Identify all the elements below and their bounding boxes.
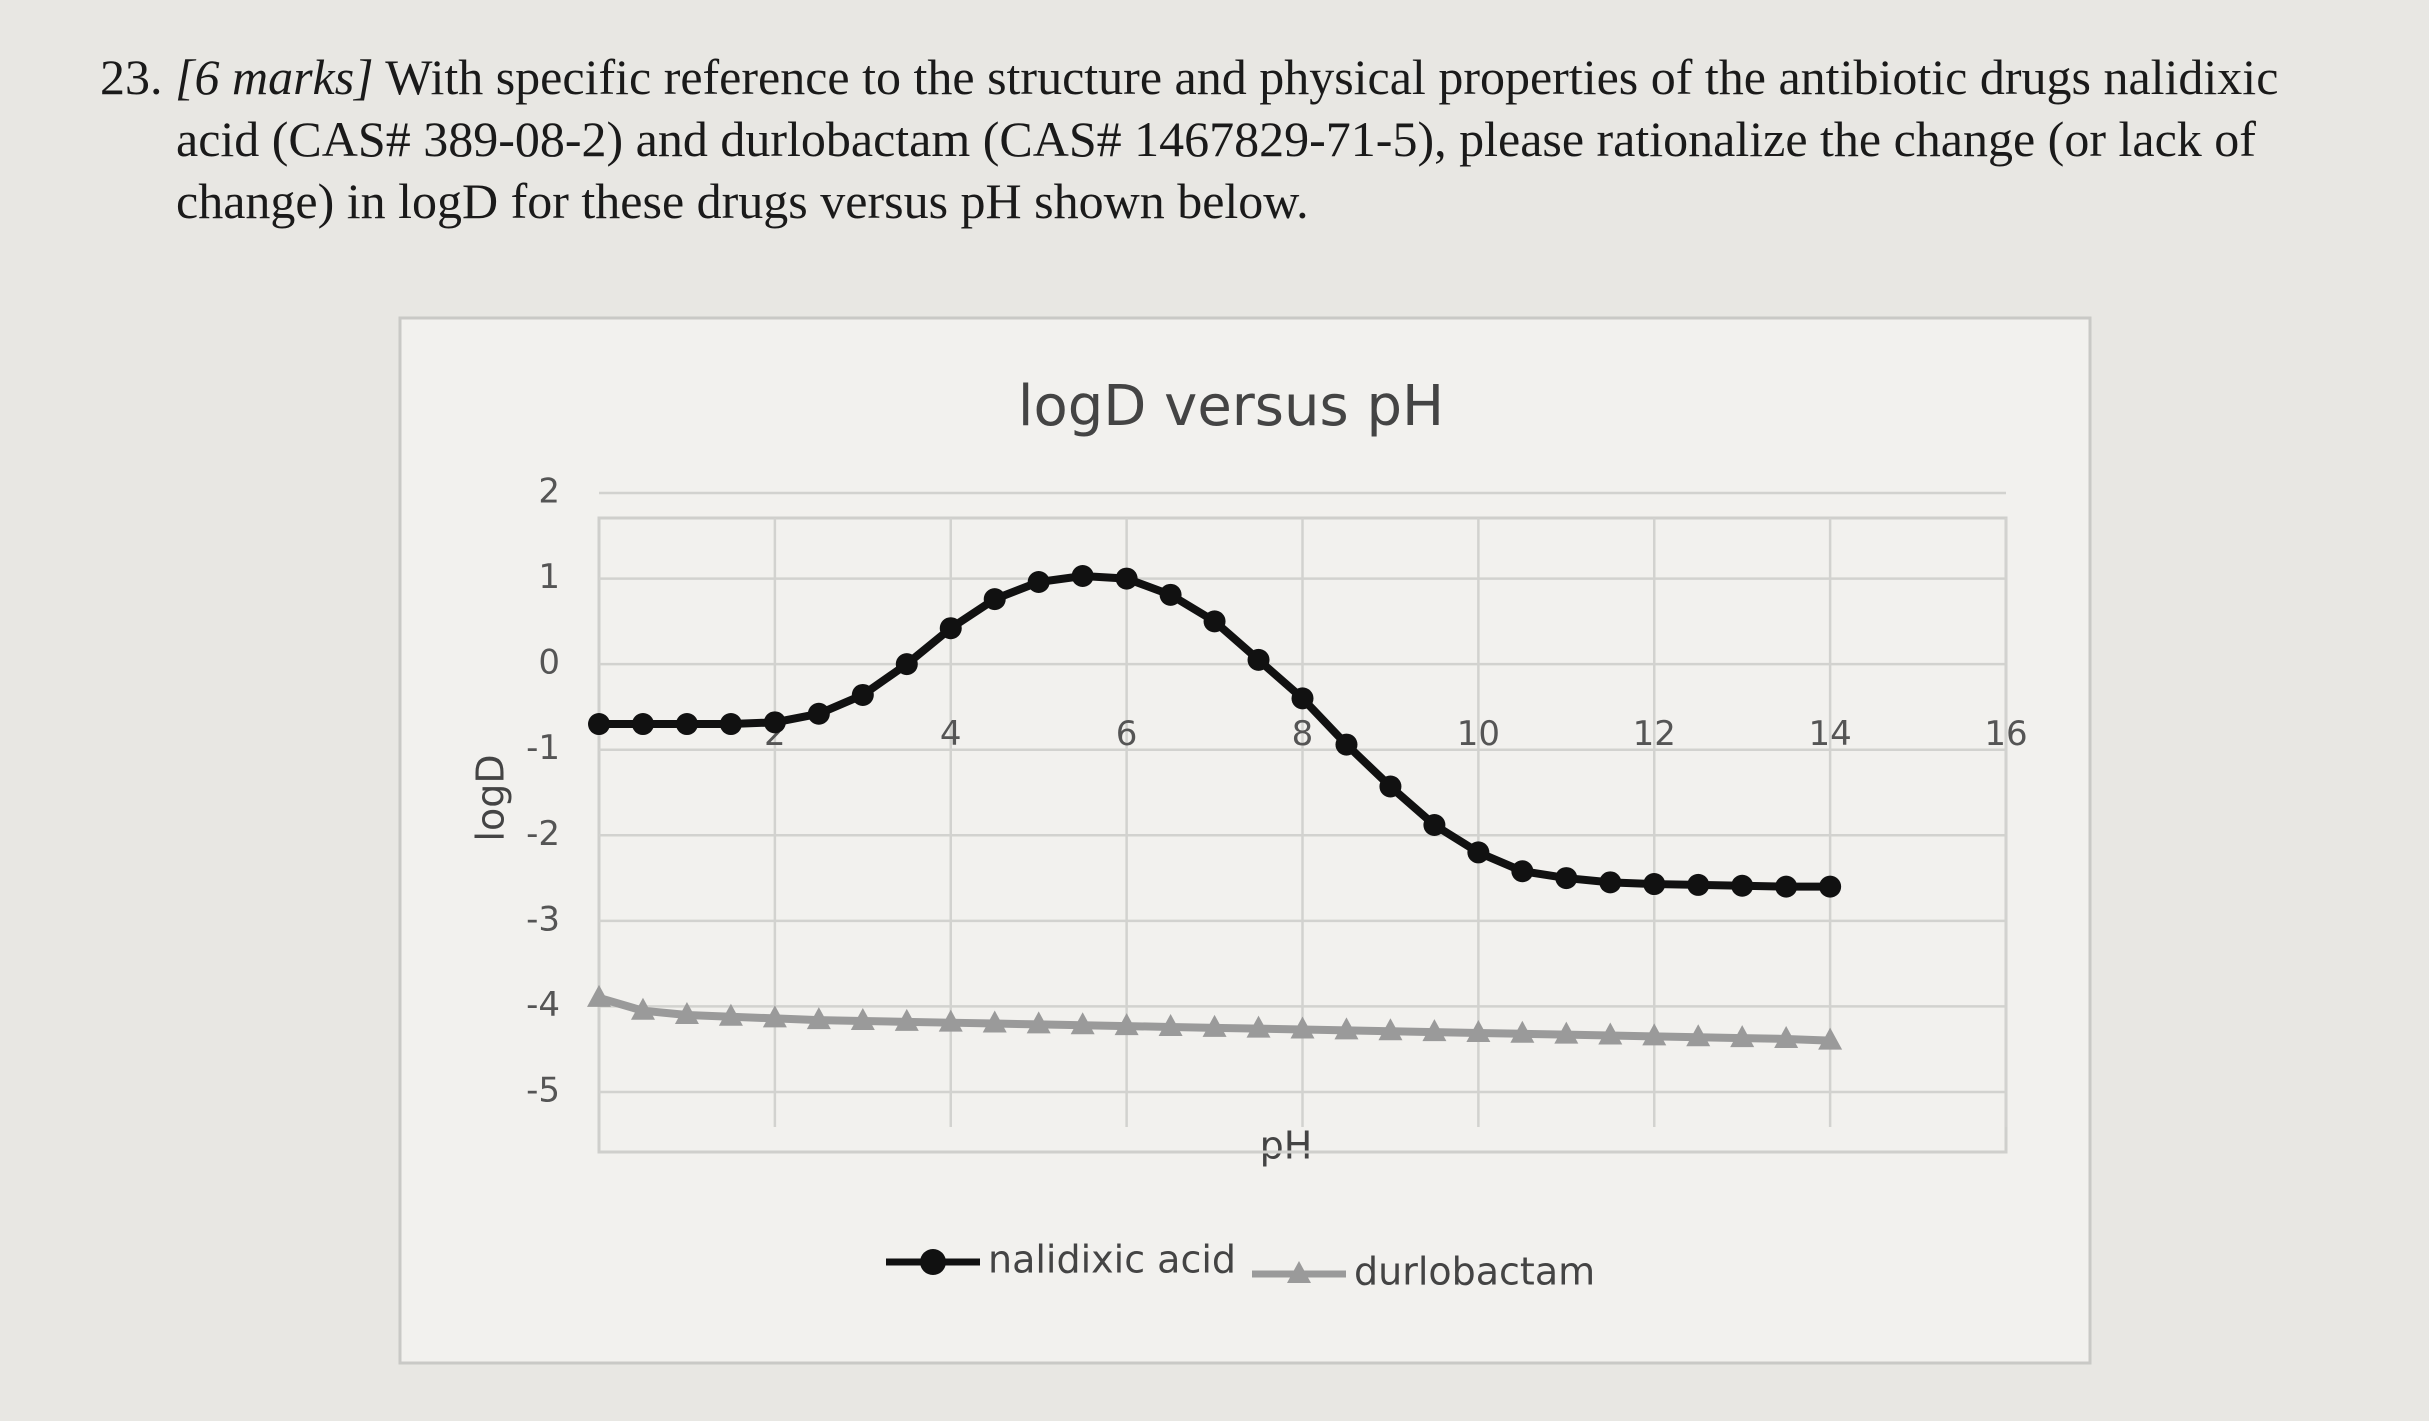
data-point [1423,814,1446,837]
data-point [675,713,698,736]
data-point [983,588,1006,611]
x-tick-label: 4 [940,714,962,754]
y-tick-label: -2 [526,814,560,854]
data-point [806,1007,831,1030]
data-point [1686,1024,1711,1047]
data-point [674,1001,699,1024]
data-point [1202,1014,1227,1037]
y-tick-label: 1 [538,557,560,597]
data-point [1687,873,1710,896]
data-point [1246,1015,1271,1038]
data-point [1598,1022,1623,1045]
x-tick-label: 14 [1808,714,1851,754]
question-marks: [6 marks] [175,49,374,105]
data-point [587,984,611,1007]
data-point [1466,1019,1491,1042]
data-point [850,1007,875,1030]
data-point [1731,874,1754,897]
data-point [1818,1027,1843,1050]
data-point [1114,1013,1139,1036]
y-axis-label: logD [469,754,513,841]
x-tick-label: 10 [1457,714,1500,754]
data-point [939,617,962,640]
data-point [763,711,786,734]
data-point [1290,1016,1315,1039]
data-point [1291,687,1314,710]
question-text: With specific reference to the structure… [385,49,2279,105]
data-point [1643,873,1666,896]
data-point [1730,1025,1755,1048]
data-point [1774,1025,1799,1048]
x-tick-label: 12 [1633,714,1676,754]
data-point [938,1009,963,1032]
y-tick-label: 2 [538,472,560,512]
data-point [1775,875,1798,898]
data-point [1027,570,1050,593]
question-text: change) in logD for these drugs versus p… [176,173,1309,229]
data-point [1554,1021,1579,1044]
question-number: 23. [100,49,163,105]
data-point [1511,860,1534,883]
data-point [1071,565,1094,588]
data-point [1070,1012,1095,1035]
y-tick-label: -1 [526,728,560,768]
data-point [631,713,654,736]
data-point [1334,1017,1359,1040]
data-point [588,713,610,736]
data-point [1467,841,1490,864]
data-point [718,1003,743,1026]
data-point [851,683,874,706]
data-point [1599,871,1622,894]
y-tick-label: -4 [526,985,560,1025]
data-point [1422,1019,1447,1042]
x-tick-label: 16 [1984,714,2027,754]
data-point [1819,875,1842,898]
x-tick-label: 6 [1116,714,1138,754]
data-point [1555,867,1578,890]
question-line: 23. [6 marks] With specific reference to… [100,48,2278,106]
data-point [762,1005,787,1028]
data-point [1335,733,1358,756]
data-point [982,1010,1007,1033]
data-point [1115,567,1138,590]
data-point [1510,1020,1535,1043]
data-point [1642,1023,1667,1046]
data-point [1158,1013,1183,1036]
data-point [1379,775,1402,798]
data-point [1159,583,1182,606]
data-point [1203,610,1226,633]
data-point [719,713,742,736]
chart-title: logD versus pH [1018,374,1444,439]
legend-marker [1287,1261,1311,1283]
data-point [1378,1018,1403,1041]
legend-marker [920,1249,946,1275]
data-point [1026,1011,1051,1034]
data-point [1247,648,1270,671]
data-point [630,997,655,1020]
y-tick-label: -3 [526,899,560,939]
question-text: acid (CAS# 389-08-2) and durlobactam (CA… [176,111,2256,167]
x-tick-label: 8 [1292,714,1314,754]
x-axis-label: pH [1260,1124,1313,1168]
data-point [807,702,830,725]
legend-label: durlobactam [1354,1250,1595,1294]
y-tick-label: 0 [538,643,560,683]
chart-frame [398,316,2092,1365]
data-point [895,653,918,676]
y-tick-label: -5 [526,1071,560,1111]
data-point [894,1008,919,1031]
legend-label: nalidixic acid [988,1238,1236,1282]
